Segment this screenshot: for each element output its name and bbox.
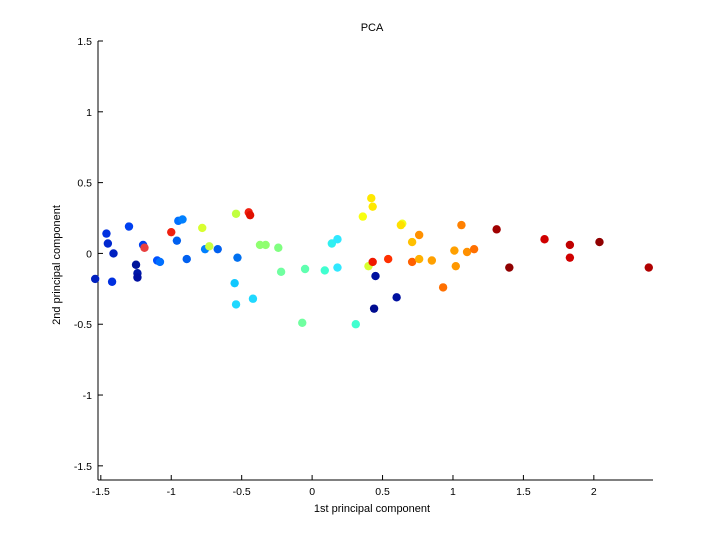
data-point [205, 242, 214, 251]
chart-title: PCA [361, 22, 384, 34]
data-point [107, 277, 117, 286]
data-point [124, 222, 134, 231]
data-point [90, 274, 100, 284]
data-point [367, 193, 376, 203]
y-tick-label: 0 [86, 248, 92, 260]
data-point [396, 220, 406, 230]
data-point [155, 257, 165, 267]
axes: -1.5 -1 -0.5 0 0.5 1 1.5 2 -1.5 -1 -0.5 0 0.5 1 1.5 [74, 36, 653, 498]
x-tick-label: 2 [591, 486, 597, 498]
data-point [414, 230, 424, 240]
data-point [213, 244, 222, 254]
x-tick-label: -1.5 [92, 486, 110, 498]
data-point [492, 225, 501, 234]
data-point [261, 240, 270, 250]
data-point [298, 318, 307, 328]
data-point [368, 257, 377, 267]
data-point [231, 209, 241, 218]
data-point [300, 264, 310, 274]
y-tick-label: 0.5 [77, 178, 92, 190]
data-point [369, 304, 379, 313]
data-point [248, 294, 258, 303]
data-point [230, 278, 239, 288]
data-points [90, 193, 653, 329]
data-point [383, 254, 393, 264]
data-point [438, 283, 448, 292]
data-point [276, 267, 286, 277]
y-tick-label: -1 [83, 390, 92, 402]
y-axis-label: 2nd principal component [51, 205, 63, 325]
data-point [392, 293, 401, 302]
data-point [469, 244, 479, 254]
data-point [320, 266, 329, 275]
data-point [450, 246, 459, 255]
data-point [358, 212, 368, 221]
data-point [198, 223, 207, 233]
data-point [102, 229, 111, 238]
data-point [371, 271, 380, 281]
data-point [333, 263, 342, 272]
y-tick-label: -0.5 [74, 319, 92, 331]
x-tick-label: 0 [309, 486, 315, 498]
x-tick-label: -0.5 [233, 486, 251, 498]
data-point [133, 273, 142, 282]
data-point [245, 210, 255, 220]
data-point [644, 263, 653, 272]
data-point [540, 235, 549, 244]
data-point [333, 235, 342, 244]
data-point [351, 320, 360, 329]
data-point [182, 254, 191, 264]
x-tick-label: 1.5 [516, 486, 531, 498]
data-point [414, 254, 424, 264]
x-tick-label: -1 [167, 486, 176, 498]
y-tick-label: 1 [86, 107, 92, 119]
data-point [167, 227, 176, 237]
data-point [565, 240, 575, 250]
x-tick-label: 0.5 [375, 486, 390, 498]
data-point [407, 257, 417, 267]
data-point [505, 263, 514, 272]
y-tick-label: -1.5 [74, 461, 92, 473]
data-point [131, 260, 141, 269]
x-tick-label: 1 [450, 486, 456, 498]
data-point [427, 256, 437, 265]
data-point [368, 202, 377, 211]
x-axis-label: 1st principal component [314, 503, 430, 515]
data-point [462, 247, 472, 257]
data-point [140, 243, 149, 252]
data-point [595, 237, 604, 247]
data-point [274, 243, 283, 252]
data-point [172, 236, 182, 245]
data-point [565, 253, 575, 262]
y-tick-label: 1.5 [77, 36, 92, 48]
data-point [178, 215, 187, 224]
data-point [457, 220, 466, 230]
data-point [231, 300, 241, 309]
data-point [233, 253, 242, 262]
data-point [109, 249, 118, 258]
data-point [451, 261, 460, 271]
data-point [407, 237, 417, 247]
data-point [103, 239, 113, 248]
